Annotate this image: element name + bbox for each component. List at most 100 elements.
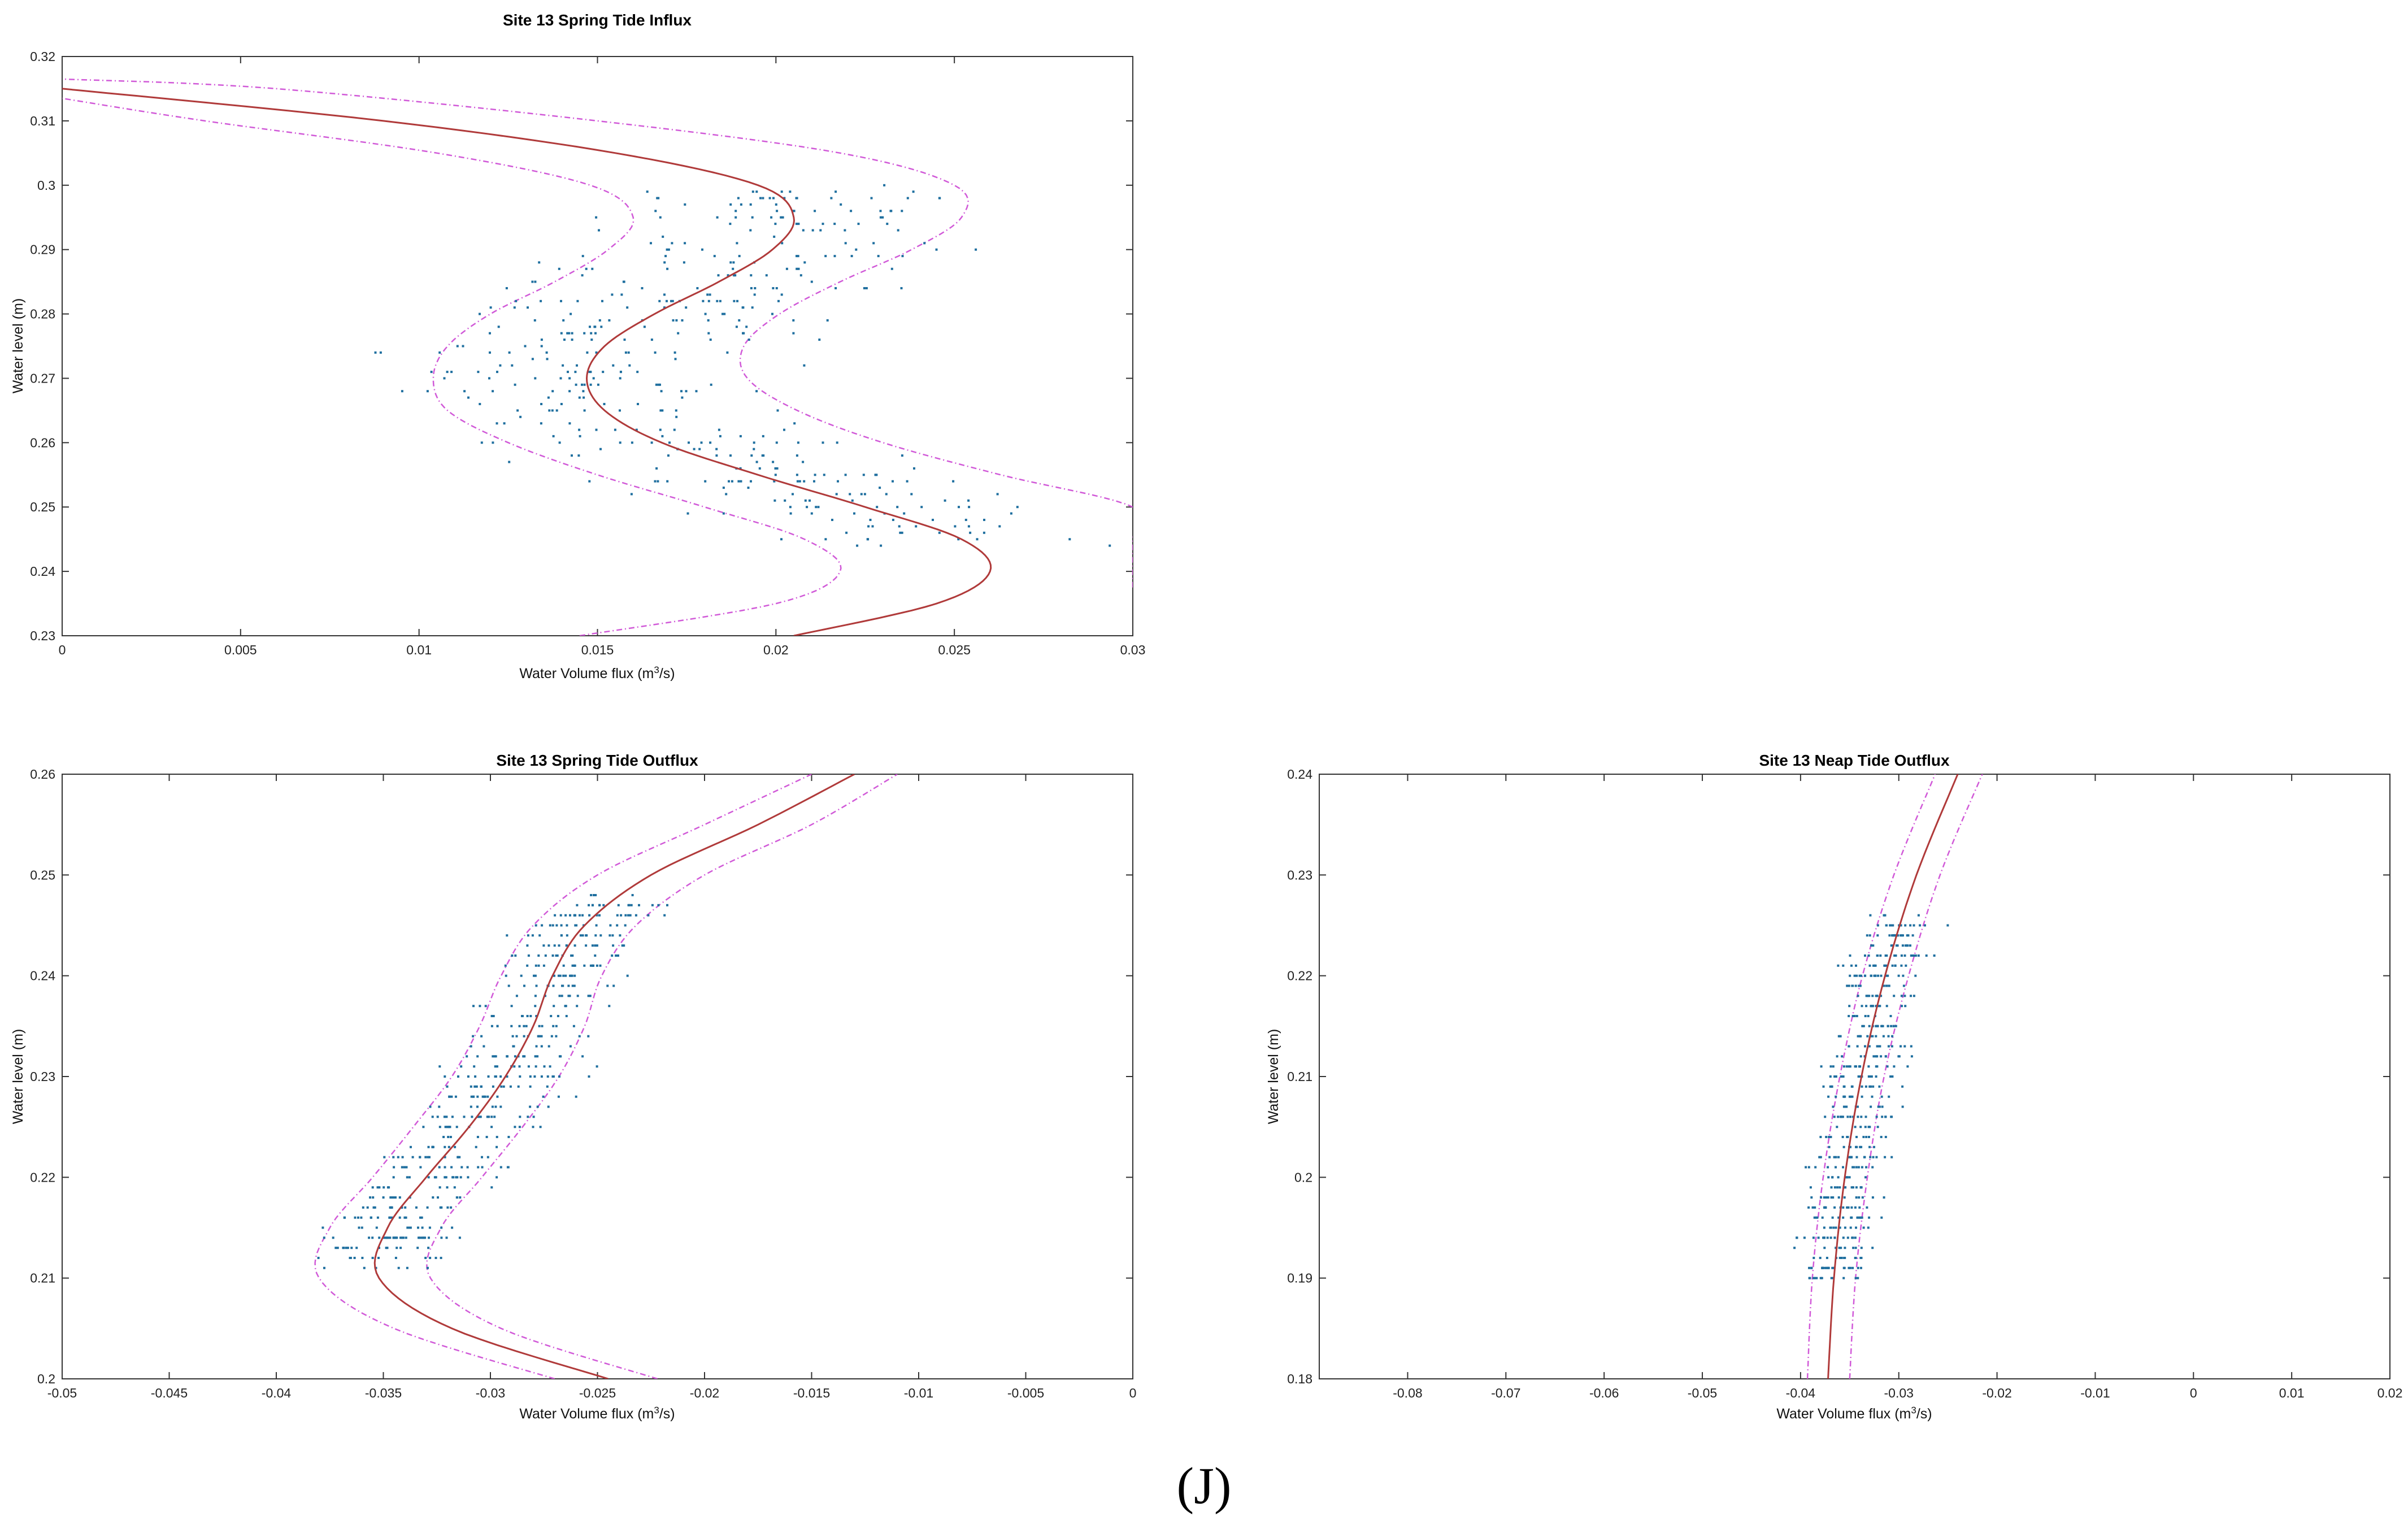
data-point	[657, 197, 660, 199]
data-point	[566, 934, 568, 937]
data-point	[1836, 1186, 1839, 1189]
data-point	[428, 1156, 431, 1158]
data-point	[780, 538, 783, 541]
data-point	[739, 435, 742, 437]
data-point	[375, 1226, 378, 1229]
data-point	[1869, 914, 1872, 917]
data-point	[1891, 1035, 1894, 1038]
data-point	[562, 319, 565, 322]
data-point	[1855, 1065, 1857, 1068]
data-point	[1946, 924, 1949, 927]
data-point	[558, 944, 560, 947]
data-point	[700, 441, 703, 444]
data-point	[454, 1095, 457, 1098]
lower-confidence-bound	[62, 97, 842, 636]
data-point	[666, 248, 668, 251]
data-point	[1857, 995, 1859, 997]
data-point	[598, 914, 601, 917]
data-point	[1870, 1085, 1872, 1088]
data-point	[1867, 1126, 1870, 1129]
data-point	[1884, 1116, 1887, 1118]
data-point	[1900, 924, 1902, 927]
data-point	[529, 1105, 532, 1108]
data-point	[723, 313, 726, 315]
data-point	[1880, 974, 1883, 977]
data-point	[1846, 1176, 1849, 1179]
data-point	[717, 274, 720, 277]
data-point	[684, 203, 686, 206]
data-point	[702, 300, 705, 302]
data-point	[360, 1216, 363, 1219]
data-point	[1857, 1075, 1860, 1078]
data-point	[538, 934, 541, 937]
data-point	[877, 255, 880, 258]
data-point	[496, 1095, 499, 1098]
data-point	[550, 1015, 553, 1017]
data-point	[1842, 1145, 1845, 1148]
data-point	[547, 944, 550, 947]
data-point	[546, 358, 549, 361]
data-point	[901, 255, 904, 258]
data-point	[1857, 1166, 1860, 1169]
data-point	[353, 1257, 356, 1259]
data-point	[466, 1055, 468, 1058]
data-point	[538, 1025, 541, 1027]
y-tick-label: 0.27	[30, 371, 55, 385]
x-tick-label: -0.07	[1491, 1386, 1520, 1400]
data-point	[671, 300, 674, 302]
data-point	[540, 422, 542, 425]
data-point	[1810, 1196, 1813, 1199]
data-point	[510, 1025, 513, 1027]
x-axis-label: Water Volume flux (m3/s)	[519, 665, 675, 682]
y-tick-label: 0.23	[30, 1069, 55, 1084]
data-point	[462, 345, 464, 348]
data-point	[575, 1095, 577, 1098]
data-point	[440, 1206, 443, 1209]
data-point	[378, 1247, 380, 1249]
data-point	[511, 364, 514, 367]
data-point	[506, 934, 508, 937]
data-point	[753, 441, 755, 444]
data-point	[562, 364, 564, 367]
data-point	[570, 954, 573, 957]
data-point	[475, 1145, 477, 1148]
data-point	[659, 409, 662, 412]
data-point	[571, 954, 574, 957]
data-point	[515, 1035, 518, 1038]
data-point	[581, 934, 584, 937]
x-tick-label: 0.02	[763, 643, 789, 657]
data-point	[355, 1247, 358, 1249]
data-point	[1887, 1025, 1889, 1027]
data-point	[1858, 984, 1861, 987]
data-point	[591, 904, 594, 906]
data-point	[686, 512, 689, 515]
data-point	[733, 300, 736, 302]
data-point	[540, 1035, 543, 1038]
data-point	[1895, 944, 1898, 947]
data-point	[1851, 1085, 1854, 1088]
data-point	[484, 1005, 487, 1008]
data-point	[1851, 1266, 1854, 1269]
data-point	[472, 1095, 475, 1098]
data-point	[1810, 1266, 1813, 1269]
data-point	[431, 1145, 434, 1148]
data-point	[540, 1075, 543, 1078]
data-point	[451, 1116, 454, 1118]
data-point	[459, 1176, 462, 1179]
data-point	[906, 197, 909, 199]
data-point	[594, 894, 597, 896]
data-point	[792, 319, 795, 322]
data-point	[1829, 1065, 1832, 1068]
data-point	[602, 904, 605, 906]
data-point	[478, 1116, 481, 1118]
data-point	[1864, 1015, 1867, 1017]
data-point	[892, 480, 894, 483]
data-point	[821, 441, 824, 444]
data-point	[564, 974, 567, 977]
data-point	[1861, 1085, 1863, 1088]
data-point	[519, 415, 522, 418]
data-point	[529, 1015, 532, 1017]
data-point	[421, 1226, 424, 1229]
data-point	[1904, 944, 1907, 947]
data-point	[1880, 995, 1883, 997]
